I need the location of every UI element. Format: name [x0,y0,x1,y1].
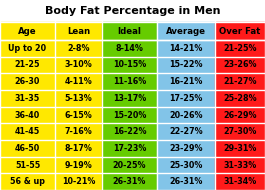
Text: 5-13%: 5-13% [65,94,92,103]
Text: Age: Age [18,26,37,36]
Text: 21-25: 21-25 [15,60,40,70]
Text: 3-10%: 3-10% [65,60,92,70]
Text: 21-27%: 21-27% [223,77,257,86]
Text: 15-22%: 15-22% [169,60,203,70]
Text: 15-20%: 15-20% [113,111,146,120]
Text: 27-30%: 27-30% [223,127,257,136]
Text: 16-22%: 16-22% [113,127,146,136]
Text: 26-31%: 26-31% [169,177,203,186]
Text: 31-35: 31-35 [15,94,40,103]
Text: Ideal: Ideal [118,26,142,36]
Text: 29-31%: 29-31% [223,144,257,153]
Text: 8-14%: 8-14% [116,44,143,53]
Text: 9-19%: 9-19% [65,161,92,169]
Text: 26-30: 26-30 [15,77,40,86]
Text: 25-28%: 25-28% [223,94,257,103]
Text: 46-50: 46-50 [15,144,40,153]
Text: 20-25%: 20-25% [113,161,146,169]
Text: 31-34%: 31-34% [223,177,257,186]
Text: 13-17%: 13-17% [113,94,146,103]
Text: 11-16%: 11-16% [113,77,146,86]
Text: 26-29%: 26-29% [223,111,257,120]
Text: Average: Average [166,26,206,36]
Text: 25-30%: 25-30% [169,161,203,169]
Text: 51-55: 51-55 [15,161,40,169]
Text: 16-21%: 16-21% [169,77,203,86]
Text: 7-16%: 7-16% [65,127,92,136]
Text: 23-26%: 23-26% [223,60,257,70]
Text: 26-31%: 26-31% [113,177,146,186]
Text: 6-15%: 6-15% [65,111,92,120]
Text: 36-40: 36-40 [15,111,40,120]
Text: Lean: Lean [67,26,90,36]
Text: Over Fat: Over Fat [219,26,261,36]
Text: 14-21%: 14-21% [169,44,203,53]
Text: 20-26%: 20-26% [169,111,203,120]
Text: Body Fat Percentage in Men: Body Fat Percentage in Men [45,6,220,16]
Text: 2-8%: 2-8% [67,44,90,53]
Text: 4-11%: 4-11% [65,77,92,86]
Text: 56 & up: 56 & up [10,177,45,186]
Text: 22-27%: 22-27% [169,127,203,136]
Text: 10-21%: 10-21% [62,177,95,186]
Text: 23-29%: 23-29% [169,144,203,153]
Text: 31-33%: 31-33% [223,161,257,169]
Text: 17-23%: 17-23% [113,144,146,153]
Text: 21-25%: 21-25% [223,44,257,53]
Text: Up to 20: Up to 20 [8,44,47,53]
Text: 10-15%: 10-15% [113,60,146,70]
Text: 8-17%: 8-17% [65,144,92,153]
Text: 41-45: 41-45 [15,127,40,136]
Text: 17-25%: 17-25% [169,94,203,103]
